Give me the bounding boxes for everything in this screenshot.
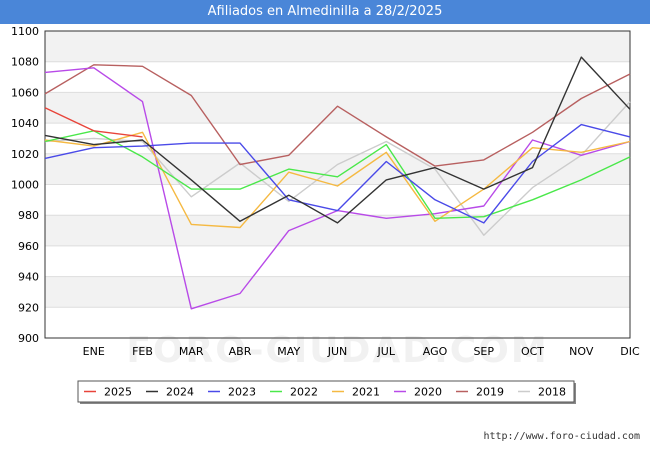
- x-tick-label: DIC: [620, 345, 640, 358]
- legend-label-2021: 2021: [352, 386, 380, 399]
- legend-box: [77, 380, 575, 403]
- chart-title: Afiliados en Almedinilla a 28/2/2025: [207, 4, 443, 19]
- series-line-2019: [44, 64, 631, 167]
- series-line-2018: [44, 101, 631, 236]
- x-tick-label: MAR: [179, 345, 204, 358]
- x-tick-label: MAY: [277, 345, 300, 358]
- title-bar: [0, 0, 650, 24]
- x-tick-label: FEB: [132, 345, 153, 358]
- y-tick-label: 900: [18, 332, 39, 345]
- grid-band: [45, 215, 630, 246]
- series-line-2023: [44, 123, 631, 224]
- line-chart: FORO-CIUDAD.COM 900 920 940 960 980 1000 1020 10…: [11, 25, 640, 404]
- y-tick-label: 1040: [11, 117, 39, 130]
- y-tick-label: 1000: [11, 179, 39, 192]
- x-tick-label: JUN: [327, 345, 348, 358]
- x-tick-label: OCT: [521, 345, 544, 358]
- y-tick-label: 1080: [11, 56, 39, 69]
- series-line-2024: [44, 56, 631, 224]
- series-line-2021: [44, 131, 631, 229]
- y-tick-label: 940: [18, 271, 39, 284]
- grid-band: [45, 153, 630, 185]
- x-tick-label: NOV: [569, 345, 594, 358]
- legend-label-2019: 2019: [476, 386, 504, 399]
- y-tick-label: 1020: [11, 148, 39, 161]
- x-tick-label: AGO: [423, 345, 448, 358]
- series-line-2025: [44, 107, 143, 138]
- x-tick-label: JUL: [377, 345, 396, 358]
- y-tick-label: 1060: [11, 86, 39, 99]
- grid-band: [45, 92, 630, 124]
- legend-label-2023: 2023: [228, 386, 256, 399]
- legend-label-2018: 2018: [538, 386, 566, 399]
- series-line-2022: [44, 130, 631, 220]
- legend-label-2024: 2024: [166, 386, 194, 399]
- grid-band: [45, 31, 630, 62]
- watermark: FORO-CIUDAD.COM: [126, 330, 548, 371]
- y-tick-label: 960: [18, 240, 39, 253]
- x-tick-label: ABR: [229, 345, 252, 358]
- plot-border: [44, 30, 631, 339]
- legend-label-2022: 2022: [290, 386, 318, 399]
- x-tick-label: ENE: [83, 345, 105, 358]
- legend-label-2025: 2025: [104, 386, 132, 399]
- y-tick-label: 920: [18, 301, 39, 314]
- source-url: http://www.foro-ciudad.com: [483, 431, 640, 442]
- grid-band: [45, 276, 630, 308]
- y-tick-label: 1100: [11, 25, 39, 38]
- legend-label-2020: 2020: [414, 386, 442, 399]
- y-tick-label: 980: [18, 209, 39, 222]
- x-tick-label: SEP: [473, 345, 494, 358]
